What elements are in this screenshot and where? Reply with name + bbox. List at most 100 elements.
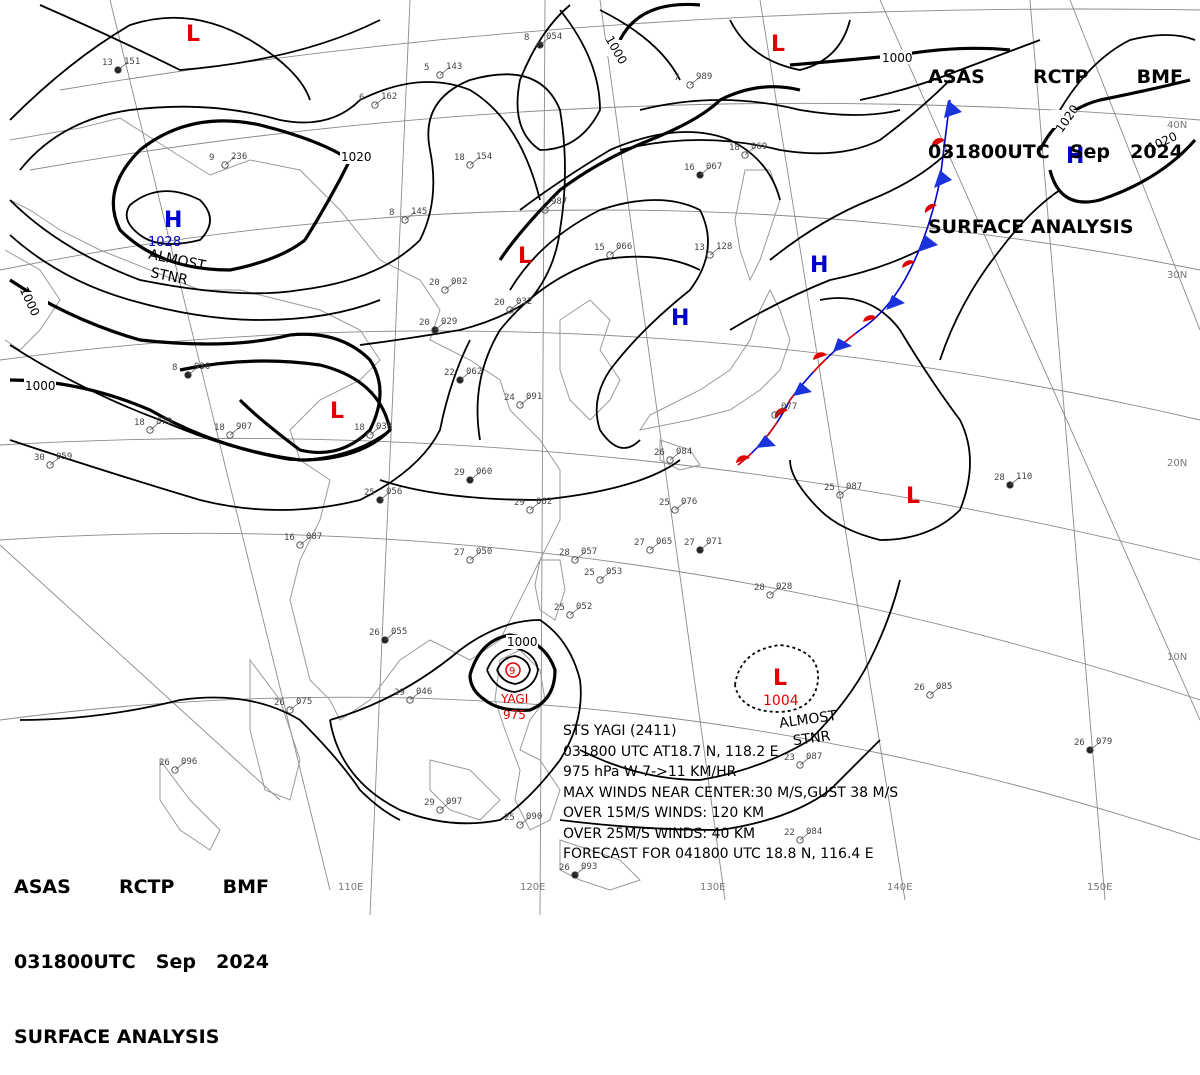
station-plot: 18 879 [134, 417, 172, 434]
station-plot: 29 046 [394, 687, 432, 704]
wind-barb [774, 406, 786, 416]
wind-barb [599, 571, 611, 581]
station-circle [436, 71, 444, 79]
lon-label-130e: 130E [700, 882, 725, 893]
analysis-header-bottom-left: ASAS RCTP BMF 031800UTC Sep 2024 SURFACE ANA… [14, 825, 269, 1075]
motion-note: STNR [149, 265, 189, 289]
wind-barb [299, 536, 311, 546]
typhoon-info-line: OVER 15M/S WINDS: 120 KM [563, 805, 765, 821]
stationary-front [736, 99, 962, 466]
station-temperature: 28 [754, 583, 765, 593]
header-field: RCTP [118, 876, 175, 898]
wind-barb [49, 456, 61, 466]
station-pressure: 087 [806, 752, 822, 762]
station-temperature: 25 [584, 568, 595, 578]
surface-analysis-map: 40N 30N 20N 10N 110E 120E 130E 140E 150E [0, 0, 1200, 916]
station-temperature: 26 [369, 628, 380, 638]
station-temperature: 20 [429, 278, 440, 288]
station-plot: 987 [541, 197, 567, 214]
station-temperature: 28 [559, 548, 570, 558]
station-plot: 18 038 [354, 422, 392, 439]
wind-barb [689, 76, 701, 86]
station-temperature: 16 [284, 533, 295, 543]
station-temperature: 7 [674, 73, 679, 83]
station-temperature: 8 [172, 363, 177, 373]
typhoon-pressure: 975 [503, 708, 526, 722]
station-temperature: 18 [729, 143, 740, 153]
station-temperature: 18 [214, 423, 225, 433]
station-temperature: 29 [394, 688, 405, 698]
lon-label-120e: 120E [520, 882, 545, 893]
wind-barb [459, 371, 471, 381]
station-plot: 29 097 [424, 797, 462, 814]
header-field: 2024 [216, 951, 269, 973]
station-pressure: 059 [56, 452, 72, 462]
station-pressure: 084 [806, 827, 822, 837]
header-line-3: SURFACE ANALYSIS [14, 1026, 220, 1048]
station-plot: 27 071 [684, 537, 722, 554]
typhoon-info-line: 031800 UTC AT18.7 N, 118.2 E [563, 743, 779, 760]
station-circle [406, 696, 414, 704]
high-center-marker: H [164, 208, 182, 233]
station-temperature: 20 [419, 318, 430, 328]
wind-barb [369, 426, 381, 436]
high-center-value: 1028 [148, 235, 181, 250]
station-pressure: 085 [936, 682, 952, 692]
motion-note: STNR [792, 728, 832, 749]
low-center-marker: L [771, 32, 785, 57]
station-pressure: 084 [676, 447, 692, 457]
pressure-centers: L L H 1028 L L H H H L L 1004 [148, 22, 1084, 709]
station-plot: 18 069 [729, 142, 767, 159]
lon-label-140e: 140E [887, 882, 912, 893]
station-plot: 25 090 [504, 812, 542, 829]
station-pressure: 050 [476, 547, 492, 557]
wind-barb [769, 586, 781, 596]
wind-barb [439, 801, 451, 811]
station-temperature: 29 [424, 798, 435, 808]
lon-label-110e: 110E [338, 882, 363, 893]
station-circle [516, 401, 524, 409]
station-temperature: 8 [389, 208, 394, 218]
station-circle [401, 216, 409, 224]
station-circle [836, 491, 844, 499]
station-circle [371, 101, 379, 109]
station-circle [436, 806, 444, 814]
station-temperature: 30 [34, 453, 45, 463]
wind-barb [149, 421, 161, 431]
station-pressure: 054 [546, 32, 562, 42]
station-pressure: 907 [236, 422, 252, 432]
station-circle [286, 706, 294, 714]
svg-text:9: 9 [509, 666, 515, 677]
station-circle [796, 761, 804, 769]
station-temperature: 13 [102, 58, 113, 68]
station-circle [926, 691, 934, 699]
wind-barb [117, 61, 129, 71]
station-temperature: 29 [454, 468, 465, 478]
isobar-label: 1000 [25, 379, 56, 393]
station-temperature: 16 [684, 163, 695, 173]
station-pressure: 110 [1016, 472, 1032, 482]
station-circle [766, 591, 774, 599]
station-pressure: 079 [1096, 737, 1112, 747]
station-pressure: 002 [451, 277, 467, 287]
station-temperature: 26 [274, 698, 285, 708]
header-field: BMF [222, 876, 269, 898]
station-pressure: 091 [526, 392, 542, 402]
wind-barb [379, 491, 391, 501]
high-center-marker: H [1066, 144, 1084, 169]
station-pressure: 053 [606, 567, 622, 577]
station-pressure: 989 [696, 72, 712, 82]
wind-barb [409, 691, 421, 701]
wind-barb [699, 166, 711, 176]
typhoon-info-line: MAX WINDS NEAR CENTER:30 M/S,GUST 38 M/S [563, 784, 899, 801]
station-plot: 20 032 [494, 297, 532, 314]
typhoon-info-block: STS YAGI (2411) 031800 UTC AT18.7 N, 118… [563, 721, 898, 865]
station-plot: 26 084 [654, 447, 692, 464]
wind-barb [174, 761, 186, 771]
station-pressure: 093 [581, 862, 597, 872]
wind-barb [569, 606, 581, 616]
station-plot: 16 087 [284, 532, 322, 549]
station-temperature: 28 [994, 473, 1005, 483]
station-pressure: 090 [526, 812, 542, 822]
station-pressure: 052 [576, 602, 592, 612]
